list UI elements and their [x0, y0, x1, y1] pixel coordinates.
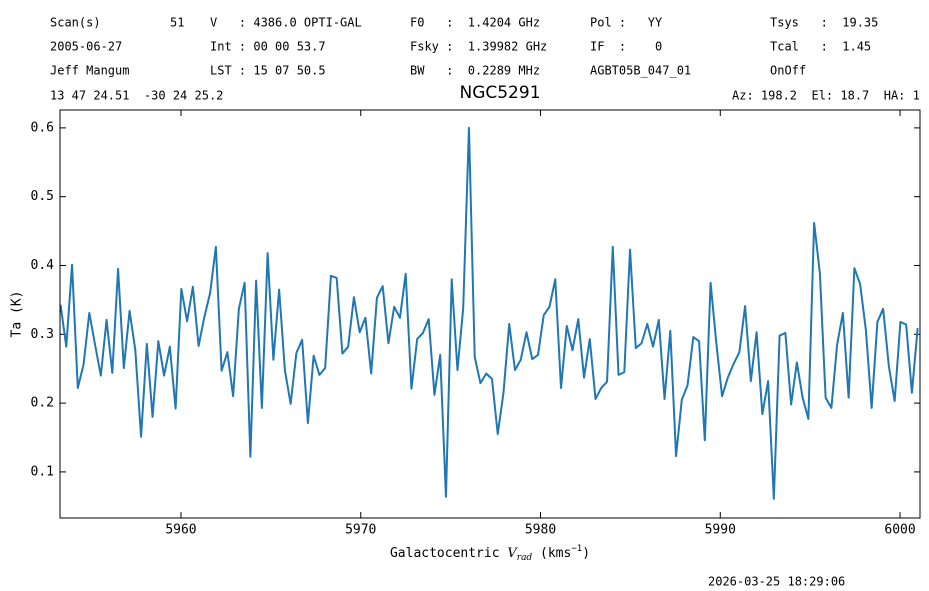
header-field: 51 [170, 16, 184, 30]
x-tick-label: 5960 [165, 523, 196, 538]
header-field: F0 : 1.4204 GHz [410, 16, 540, 30]
y-tick-label: 0.4 [31, 258, 55, 273]
x-tick-label: 5980 [525, 523, 556, 538]
header-field: Tsys : 19.35 [770, 16, 878, 30]
x-tick-label: 6000 [884, 523, 915, 538]
x-axis-label: Galactocentric Vrad (kms−1) [390, 544, 590, 563]
header-field: LST : 15 07 50.5 [210, 64, 326, 78]
chart-title: NGC5291 [459, 83, 540, 103]
y-axis-label: Ta (K) [10, 291, 25, 338]
y-tick-label: 0.3 [31, 327, 54, 342]
y-tick-label: 0.2 [31, 396, 54, 411]
timestamp: 2026-03-25 18:29:06 [708, 575, 845, 589]
header-field: Pol : YY [590, 16, 663, 30]
y-tick-label: 0.1 [31, 464, 54, 479]
header-field: Fsky : 1.39982 GHz [410, 40, 547, 54]
plot-frame [59, 109, 921, 519]
header-field: IF : 0 [590, 40, 662, 54]
header-field: Tcal : 1.45 [770, 40, 871, 54]
header-field: Int : 00 00 53.7 [210, 40, 326, 54]
header-field: OnOff [770, 64, 806, 78]
y-tick-label: 0.6 [31, 120, 54, 135]
x-tick-label: 5990 [705, 523, 736, 538]
spectrum-line [60, 126, 919, 500]
x-tick-label: 5970 [345, 523, 376, 538]
header-field: Scan(s) [50, 16, 101, 30]
header-field: V : 4386.0 OPTI-GAL [210, 16, 362, 30]
header-field: 13 47 24.51 -30 24 25.2 [50, 89, 223, 103]
header-field: AGBT05B_047_01 [590, 64, 691, 78]
header-right: Az: 198.2 El: 18.7 HA: 1 [732, 89, 920, 103]
y-tick-label: 0.5 [31, 189, 54, 204]
header-field: 2005-06-27 [50, 40, 122, 54]
header-field: BW : 0.2289 MHz [410, 64, 540, 78]
header-field: Jeff Mangum [50, 64, 129, 78]
